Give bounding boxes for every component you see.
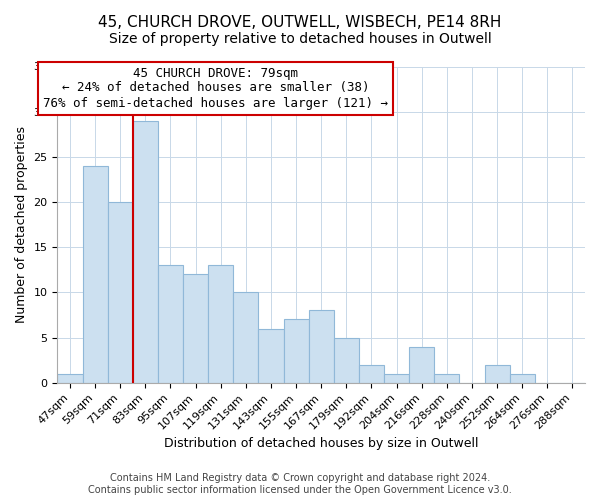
X-axis label: Distribution of detached houses by size in Outwell: Distribution of detached houses by size … bbox=[164, 437, 478, 450]
Bar bbox=[384, 374, 409, 382]
Bar bbox=[83, 166, 107, 382]
Text: 45 CHURCH DROVE: 79sqm
← 24% of detached houses are smaller (38)
76% of semi-det: 45 CHURCH DROVE: 79sqm ← 24% of detached… bbox=[43, 66, 388, 110]
Bar bbox=[359, 364, 384, 382]
Bar bbox=[158, 266, 183, 382]
Bar bbox=[409, 346, 434, 382]
Bar bbox=[183, 274, 208, 382]
Text: 45, CHURCH DROVE, OUTWELL, WISBECH, PE14 8RH: 45, CHURCH DROVE, OUTWELL, WISBECH, PE14… bbox=[98, 15, 502, 30]
Bar bbox=[509, 374, 535, 382]
Bar bbox=[334, 338, 359, 382]
Bar bbox=[58, 374, 83, 382]
Bar bbox=[208, 266, 233, 382]
Text: Size of property relative to detached houses in Outwell: Size of property relative to detached ho… bbox=[109, 32, 491, 46]
Bar bbox=[308, 310, 334, 382]
Bar bbox=[107, 202, 133, 382]
Bar bbox=[485, 364, 509, 382]
Text: Contains HM Land Registry data © Crown copyright and database right 2024.
Contai: Contains HM Land Registry data © Crown c… bbox=[88, 474, 512, 495]
Bar bbox=[284, 320, 308, 382]
Bar bbox=[434, 374, 460, 382]
Bar bbox=[133, 120, 158, 382]
Bar bbox=[233, 292, 259, 382]
Bar bbox=[259, 328, 284, 382]
Y-axis label: Number of detached properties: Number of detached properties bbox=[15, 126, 28, 323]
